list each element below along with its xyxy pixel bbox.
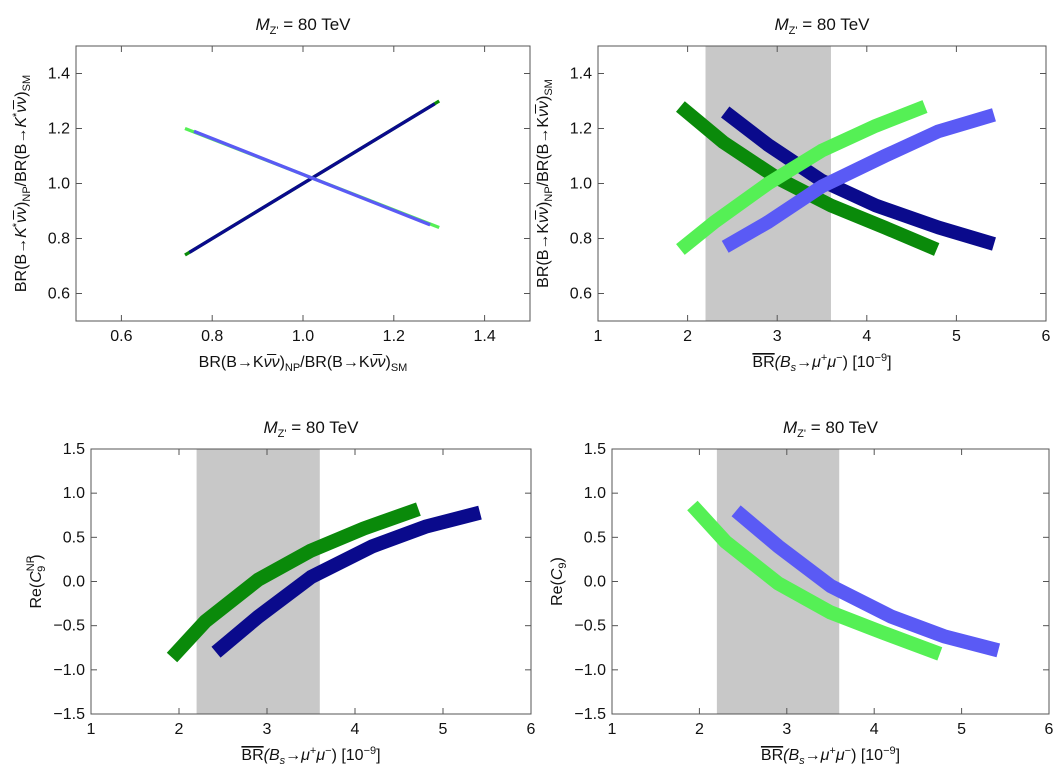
x-tick-label: 6 — [527, 721, 536, 738]
x-tick-label: 3 — [263, 721, 272, 738]
x-tick-label: 1 — [594, 328, 603, 345]
x-axis-label: BR(Bs→μ+μ−) [10−9] — [241, 745, 380, 767]
series-light-blue — [731, 505, 1001, 658]
y-tick-label: 0.0 — [584, 574, 606, 591]
x-tick-label: 6 — [1045, 721, 1054, 738]
y-axis-label: Re(C9) — [549, 557, 569, 606]
y-axis-label: BR(B→K*ν̅ν)NP/BR(B→K*ν̅ν)SM — [11, 75, 33, 292]
y-tick-label: −1.0 — [574, 662, 606, 679]
y-tick-label: 1.5 — [63, 441, 85, 458]
y-tick-label: 1.5 — [584, 441, 606, 458]
series-dark-blue — [211, 505, 482, 658]
x-tick-label: 6 — [1042, 328, 1051, 345]
y-tick-label: 0.6 — [48, 286, 70, 303]
y-tick-label: 1.4 — [48, 66, 70, 83]
y-tick-label: 0.5 — [584, 529, 606, 546]
panel-1: 0.6 0.8 1.0 1.2 1.4 0.6 0.8 1.0 1.2 1.4 MZ' = 80 T… — [11, 15, 531, 374]
x-tick-label: 4 — [870, 721, 879, 738]
y-tick-label: −0.5 — [574, 618, 606, 635]
panel-4: 1 2 3 4 5 6 −1.5 −1.0 −0.5 0.0 0.5 1.0 1.5 MZ' = 80 T… — [549, 418, 1054, 767]
y-tick-label: 1.0 — [570, 176, 592, 193]
panel-2: 1 2 3 4 5 6 0.6 0.8 1.0 1.2 1.4 MZ' = 80 TeV BR(Bs→μ… — [534, 15, 1051, 374]
panel-title: MZ' = 80 TeV — [775, 15, 871, 37]
y-tick-label: 0.8 — [570, 231, 592, 248]
series-light-green — [687, 500, 943, 661]
x-axis-label: BR(B→Kν̅ν)NP/BR(B→Kν̅ν)SM — [199, 353, 408, 374]
x-tick-label: 2 — [695, 721, 704, 738]
x-tick-label: 0.6 — [110, 328, 132, 345]
x-tick-label: 4 — [351, 721, 360, 738]
y-tick-label: 1.0 — [584, 485, 606, 502]
panel-title: MZ' = 80 TeV — [783, 418, 879, 440]
x-tick-label: 3 — [773, 328, 782, 345]
y-tick-label: 0.8 — [48, 231, 70, 248]
x-tick-label: 2 — [683, 328, 692, 345]
y-tick-label: −1.0 — [53, 662, 85, 679]
series-light-blue — [193, 129, 431, 227]
x-tick-label: 1.0 — [292, 328, 314, 345]
x-axis-label: BR(Bs→μ+μ−) [10−9] — [752, 352, 891, 374]
series-light-blue — [721, 108, 996, 253]
y-tick-label: 1.2 — [48, 121, 70, 138]
x-tick-label: 1.4 — [473, 328, 495, 345]
y-tick-label: 0.5 — [63, 529, 85, 546]
x-tick-label: 1 — [87, 721, 96, 738]
x-tick-label: 1 — [608, 721, 617, 738]
panel-title: MZ' = 80 TeV — [256, 15, 352, 37]
y-tick-label: 0.0 — [63, 574, 85, 591]
x-tick-label: 4 — [862, 328, 871, 345]
y-axis-label: Re(CNP9) — [25, 554, 48, 608]
panel-3: 1 2 3 4 5 6 −1.5 −1.0 −0.5 0.0 0.5 1.0 1.5 MZ' = 80 T… — [25, 418, 536, 767]
panel-title: MZ' = 80 TeV — [264, 418, 360, 440]
x-tick-label: 2 — [175, 721, 184, 738]
y-tick-label: 1.0 — [63, 485, 85, 502]
y-tick-label: 1.4 — [570, 66, 592, 83]
x-tick-label: 0.8 — [201, 328, 223, 345]
x-tick-label: 5 — [952, 328, 961, 345]
y-axis-label: BR(B→Kν̅ν)NP/BR(B→Kν̅ν)SM — [534, 79, 555, 288]
x-tick-label: 5 — [439, 721, 448, 738]
x-tick-label: 1.2 — [383, 328, 405, 345]
y-tick-label: −0.5 — [53, 618, 85, 635]
series-dark-green — [166, 502, 421, 663]
series-dark-blue — [721, 106, 996, 251]
x-tick-label: 5 — [957, 721, 966, 738]
x-axis-label: BR(Bs→μ+μ−) [10−9] — [761, 745, 900, 767]
y-tick-label: −1.5 — [53, 706, 85, 723]
y-tick-label: −1.5 — [574, 706, 606, 723]
y-tick-label: 1.0 — [48, 176, 70, 193]
y-tick-label: 1.2 — [570, 121, 592, 138]
series-light-green — [676, 100, 928, 255]
y-tick-label: 0.6 — [570, 286, 592, 303]
x-tick-label: 3 — [782, 721, 791, 738]
